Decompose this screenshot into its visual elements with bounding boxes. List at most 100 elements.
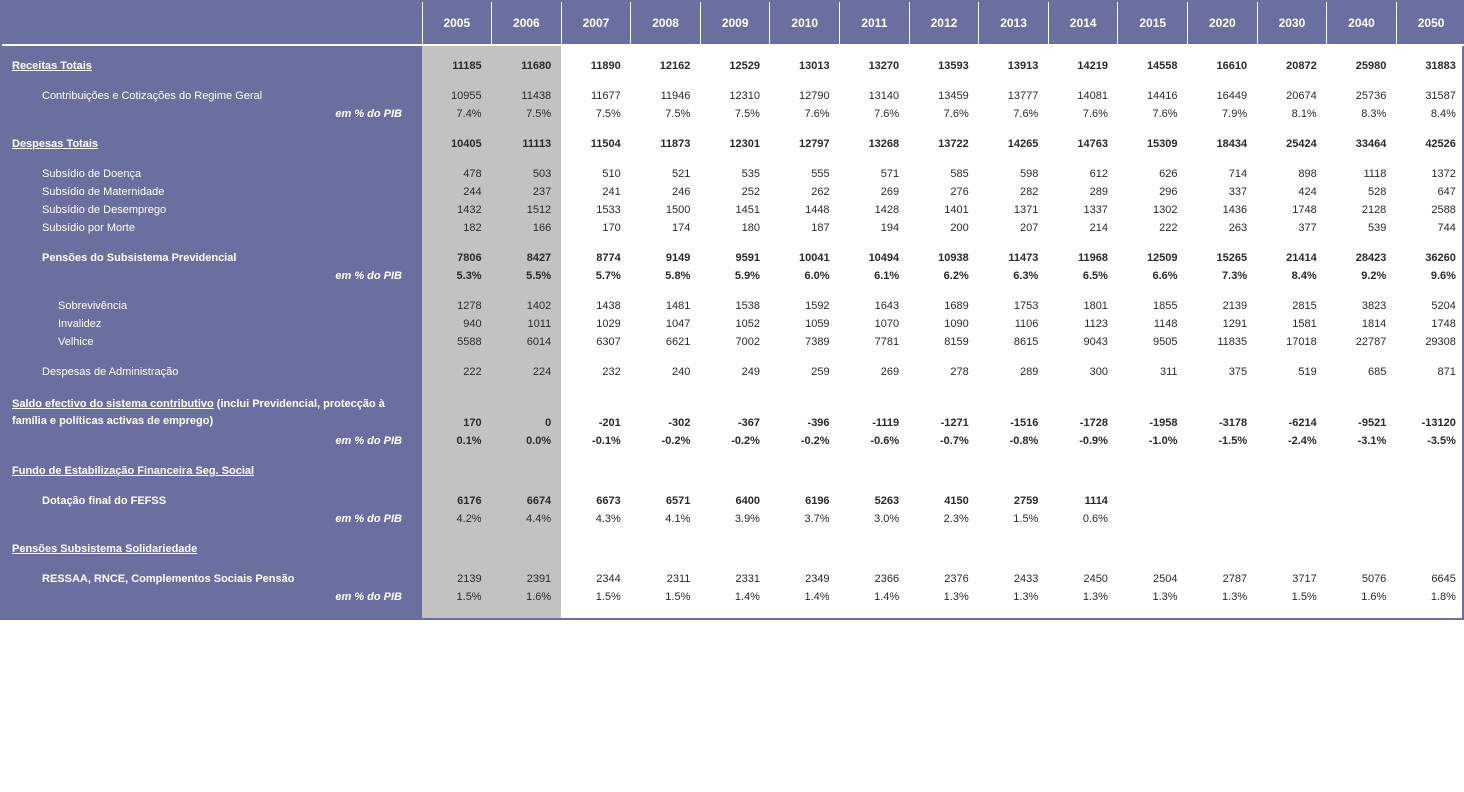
cell: 8159 — [909, 333, 979, 351]
spacer-row — [2, 558, 1464, 570]
cell: 2366 — [840, 570, 910, 588]
cell — [631, 540, 701, 558]
spacer-cell — [1257, 528, 1327, 540]
cell: 8.4% — [1257, 267, 1327, 285]
cell: 29308 — [1396, 333, 1464, 351]
cell: 2588 — [1396, 201, 1464, 219]
spacer-cell — [1188, 237, 1258, 249]
cell: 269 — [840, 183, 910, 201]
cell: 6.6% — [1118, 267, 1188, 285]
cell: 187 — [770, 219, 840, 237]
spacer-cell — [909, 606, 979, 618]
spacer-cell — [561, 450, 631, 462]
cell: 241 — [561, 183, 631, 201]
spacer-cell — [909, 123, 979, 135]
spacer-cell — [1118, 480, 1188, 492]
cell: 1428 — [840, 201, 910, 219]
cell — [1188, 510, 1258, 528]
cell: 9043 — [1048, 333, 1118, 351]
header-year: 2006 — [492, 2, 562, 45]
cell: 246 — [631, 183, 701, 201]
cell: 182 — [422, 219, 492, 237]
spacer-cell — [1257, 450, 1327, 462]
cell: 14265 — [979, 135, 1049, 153]
cell: -2.4% — [1257, 432, 1327, 450]
spacer-cell — [1396, 381, 1464, 393]
cell — [422, 462, 492, 480]
spacer-cell — [631, 153, 701, 165]
cell: 2391 — [492, 570, 562, 588]
cell: 2349 — [770, 570, 840, 588]
spacer-cell — [631, 528, 701, 540]
spacer-cell — [631, 123, 701, 135]
spacer-cell — [561, 123, 631, 135]
header-year: 2011 — [840, 2, 910, 45]
cell: 1.4% — [700, 588, 770, 606]
cell: 3.9% — [700, 510, 770, 528]
cell: 311 — [1118, 363, 1188, 381]
cell: 1.3% — [909, 588, 979, 606]
cell: 7002 — [700, 333, 770, 351]
cell: 252 — [700, 183, 770, 201]
spacer-cell — [1327, 351, 1397, 363]
cell: 16449 — [1188, 87, 1258, 105]
cell: 1.6% — [492, 588, 562, 606]
cell: 10955 — [422, 87, 492, 105]
cell: 6307 — [561, 333, 631, 351]
cell: 7.5% — [492, 105, 562, 123]
spacer-cell — [1257, 153, 1327, 165]
cell: 10938 — [909, 249, 979, 267]
cell: 1047 — [631, 315, 701, 333]
spacer-cell — [979, 75, 1049, 87]
spacer-cell — [1118, 381, 1188, 393]
cell: 11473 — [979, 249, 1049, 267]
cell: -0.1% — [561, 432, 631, 450]
spacer-row — [2, 606, 1464, 618]
spacer-cell — [422, 153, 492, 165]
spacer-cell — [1257, 558, 1327, 570]
cell — [1396, 492, 1464, 510]
spacer-label — [2, 381, 422, 393]
cell: 528 — [1327, 183, 1397, 201]
cell — [909, 462, 979, 480]
spacer-cell — [909, 285, 979, 297]
cell: 1500 — [631, 201, 701, 219]
cell — [1396, 540, 1464, 558]
spacer-cell — [1118, 75, 1188, 87]
spacer-cell — [700, 237, 770, 249]
spacer-cell — [631, 75, 701, 87]
cell: 2504 — [1118, 570, 1188, 588]
spacer-cell — [631, 237, 701, 249]
cell: 31883 — [1396, 57, 1464, 75]
cell: 1.3% — [979, 588, 1049, 606]
spacer-row — [2, 45, 1464, 57]
cell: 22787 — [1327, 333, 1397, 351]
saldo-value: -201 — [561, 393, 631, 432]
cell: 1748 — [1257, 201, 1327, 219]
cell — [631, 462, 701, 480]
cell: 18434 — [1188, 135, 1258, 153]
cell: 14558 — [1118, 57, 1188, 75]
saldo-value: -6214 — [1257, 393, 1327, 432]
spacer-cell — [561, 381, 631, 393]
cell: 13777 — [979, 87, 1049, 105]
spacer-cell — [700, 285, 770, 297]
cell: 300 — [1048, 363, 1118, 381]
spacer-cell — [1188, 153, 1258, 165]
cell: 170 — [561, 219, 631, 237]
spacer-cell — [700, 351, 770, 363]
spacer-cell — [979, 351, 1049, 363]
cell: 375 — [1188, 363, 1258, 381]
spacer-cell — [1327, 237, 1397, 249]
cell: 174 — [631, 219, 701, 237]
cell: 1291 — [1188, 315, 1258, 333]
cell: 269 — [840, 363, 910, 381]
spacer-cell — [700, 450, 770, 462]
spacer-cell — [1188, 558, 1258, 570]
cell: 14763 — [1048, 135, 1118, 153]
data-row: Velhice558860146307662170027389778181598… — [2, 333, 1464, 351]
spacer-label — [2, 153, 422, 165]
cell: 1432 — [422, 201, 492, 219]
row-label: Subsídio de Desemprego — [2, 201, 422, 219]
cell — [770, 462, 840, 480]
